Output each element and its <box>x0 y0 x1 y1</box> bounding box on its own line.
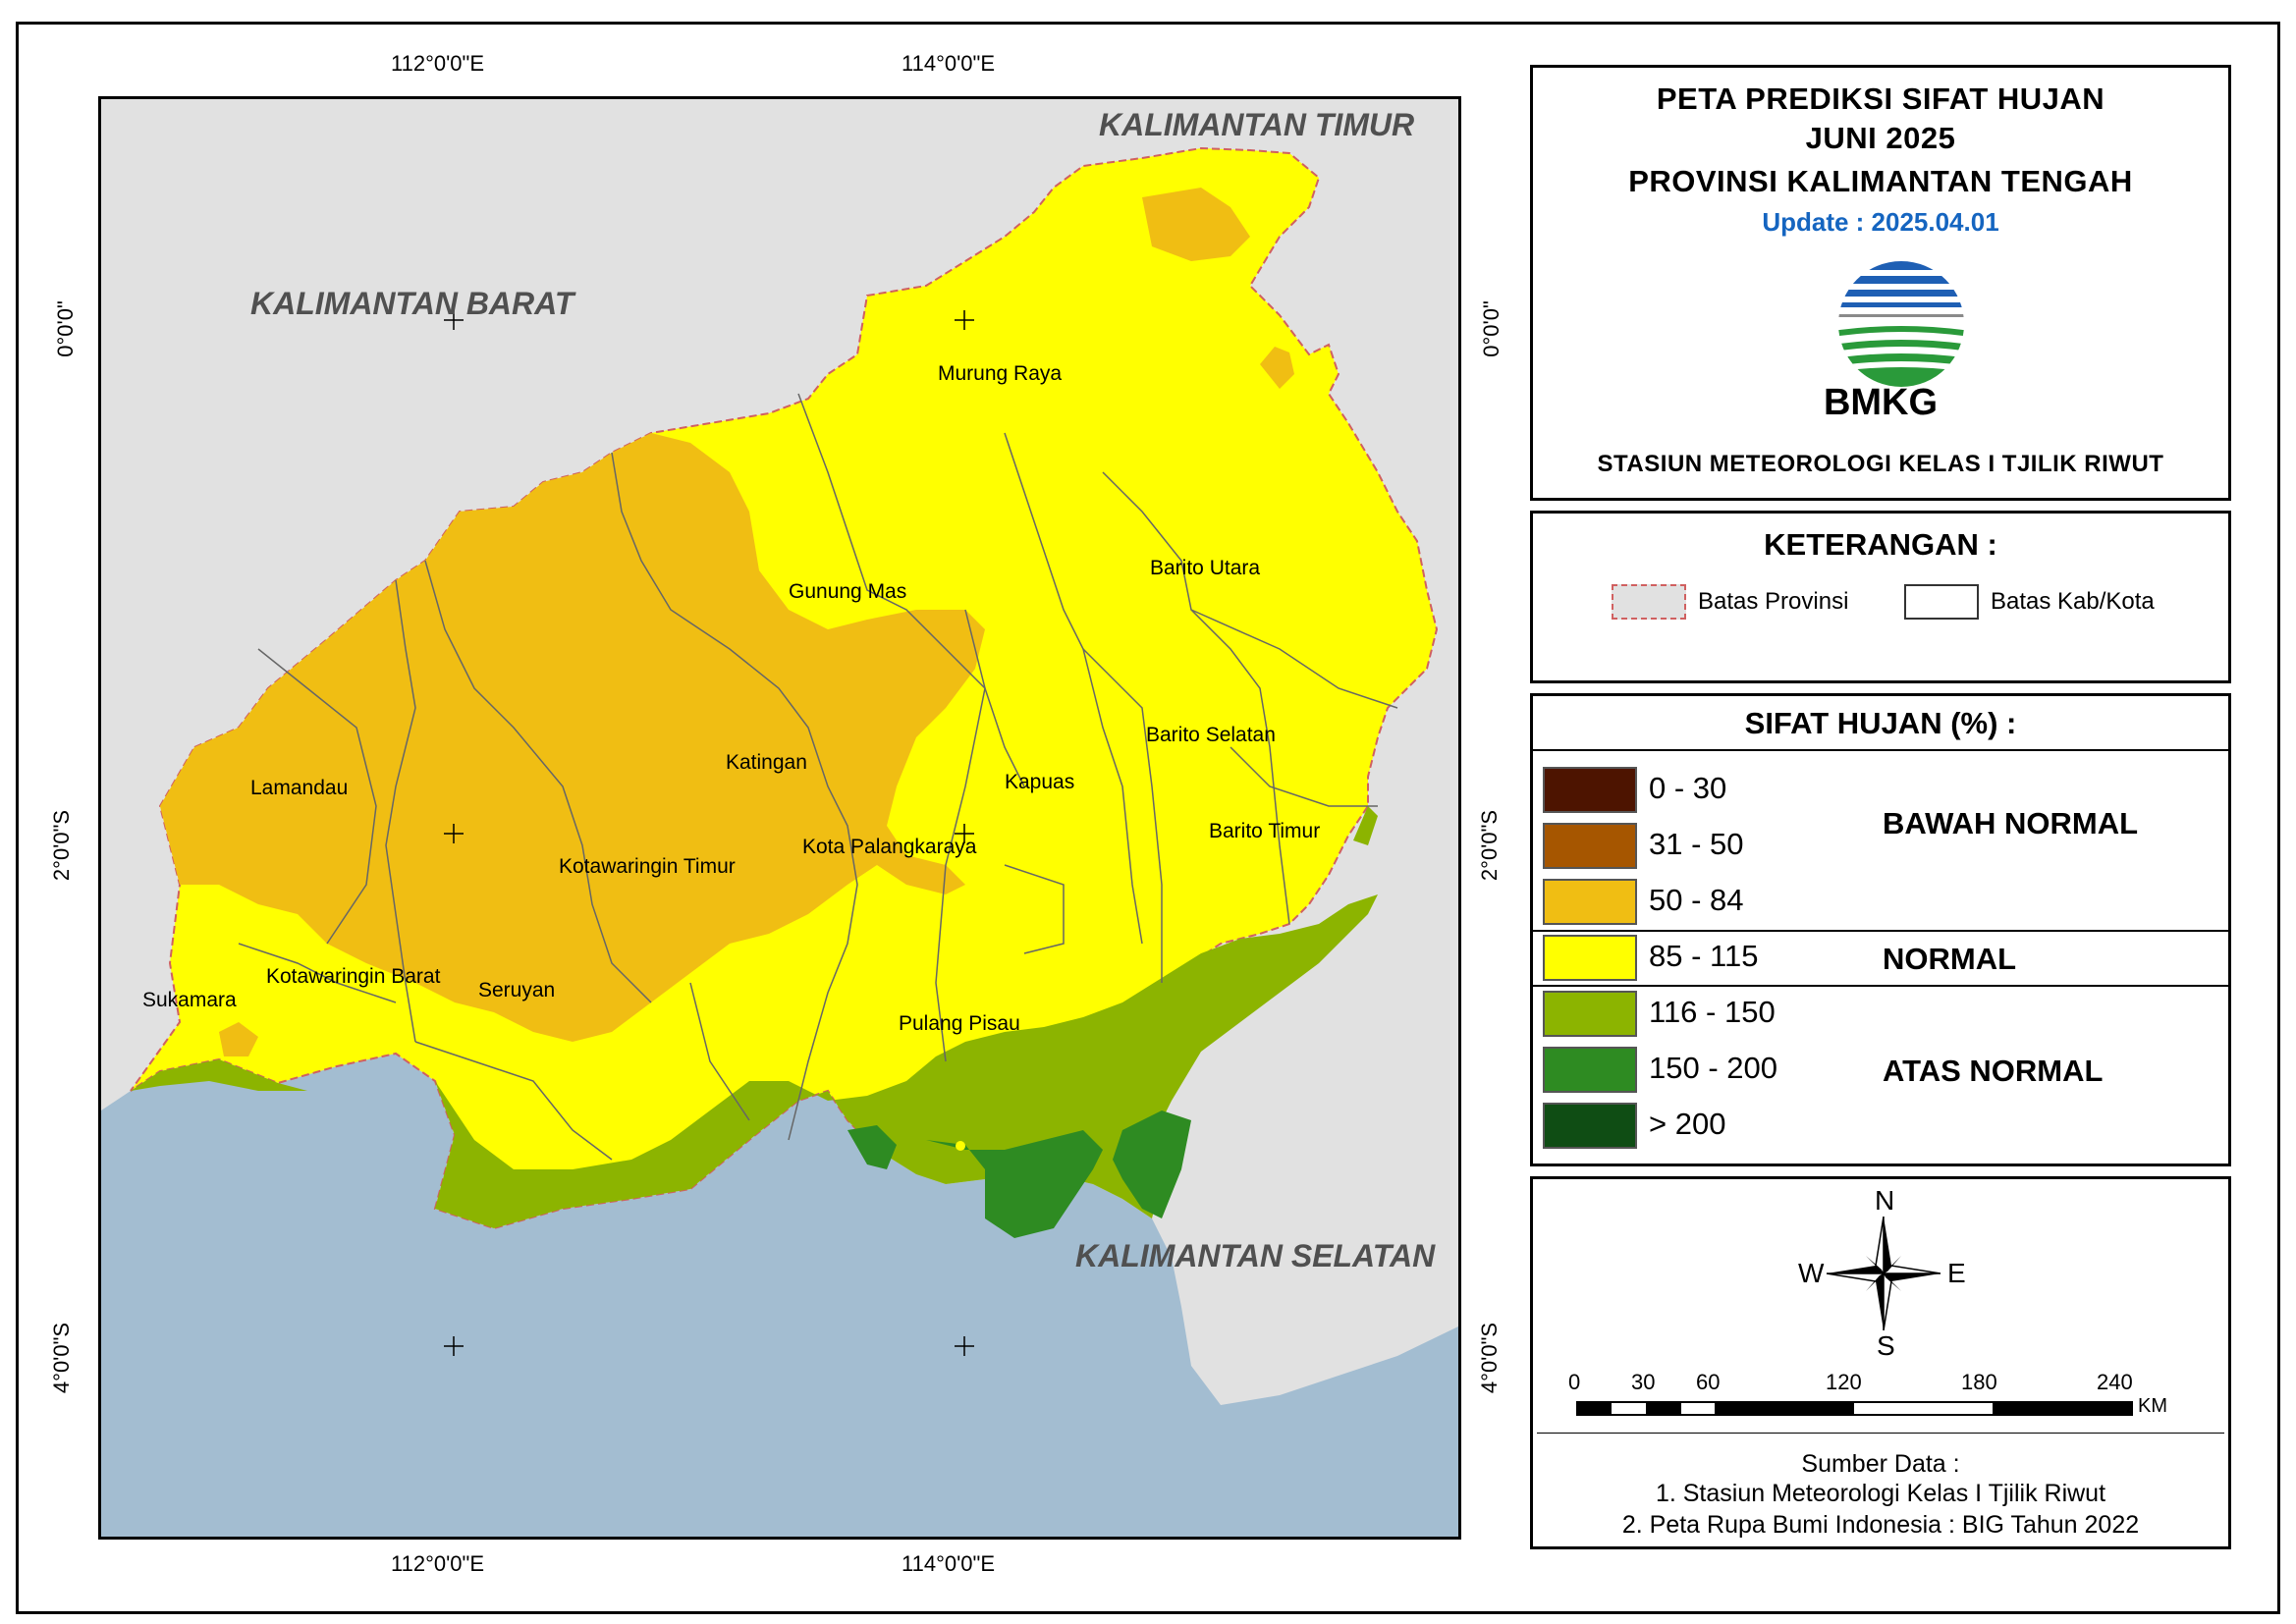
label-31-50: 31 - 50 <box>1649 827 1744 861</box>
title-line-3: PROVINSI KALIMANTAN TENGAH <box>1628 164 2133 198</box>
title-line-2: JUNI 2025 <box>1805 121 1956 155</box>
district-boundary-label: Batas Kab/Kota <box>1991 588 2155 615</box>
legend-panel: KETERANGAN : Batas Provinsi Batas Kab/Ko… <box>1530 511 2231 683</box>
swatch-85-115 <box>1543 935 1637 981</box>
map-frame[interactable]: KALIMANTAN TIMUR KALIMANTAN BARAT KALIMA… <box>98 96 1461 1540</box>
scale-tick-120: 120 <box>1826 1370 1862 1394</box>
scale-unit: KM <box>2138 1395 2167 1417</box>
bmkg-logo <box>1838 261 1964 387</box>
compass-scale-panel: N S E W 0 30 60 120 180 240 KM Sumber Da… <box>1530 1176 2231 1549</box>
coord-right-0: 0°0'0" <box>1479 300 1503 357</box>
label-barito-utara: Barito Utara <box>1150 557 1261 579</box>
rainfall-heading: SIFAT HUJAN (%) : <box>1744 706 2017 740</box>
source-item-2: 2. Peta Rupa Bumi Indonesia : BIG Tahun … <box>1621 1511 2140 1539</box>
zone-below-normal-west <box>160 433 985 1042</box>
label-85-115: 85 - 115 <box>1649 939 1759 973</box>
legend-heading: KETERANGAN : <box>1764 527 1997 562</box>
coord-top-112: 112°0'0"E <box>391 51 485 76</box>
label-gt-200: > 200 <box>1649 1107 1726 1141</box>
agency-name: BMKG <box>1823 382 1939 423</box>
coord-left-0: 0°0'0" <box>53 300 78 357</box>
rainfall-legend-panel: SIFAT HUJAN (%) : 0 - 30 31 - 50 50 - 84… <box>1530 693 2231 1166</box>
compass-w: W <box>1798 1258 1825 1288</box>
title-line-1: PETA PREDIKSI SIFAT HUJAN <box>1656 81 2105 116</box>
scale-tick-30: 30 <box>1631 1370 1656 1394</box>
java-sea <box>101 1054 1458 1537</box>
swatch-116-150 <box>1543 991 1637 1037</box>
label-barito-timur: Barito Timur <box>1209 820 1321 842</box>
label-seruyan: Seruyan <box>478 979 556 1001</box>
swatch-50-84 <box>1543 879 1637 925</box>
coord-right-2s: 2°0'0"S <box>1477 809 1502 882</box>
rainfall-divider-1 <box>1533 930 2228 932</box>
compass-rose-icon <box>1826 1216 1941 1331</box>
label-lamandau: Lamandau <box>250 777 349 799</box>
label-kapuas: Kapuas <box>1005 771 1075 793</box>
source-heading: Sumber Data : <box>1801 1450 1960 1478</box>
scale-bar <box>1576 1401 2133 1416</box>
label-gunung-mas: Gunung Mas <box>789 580 907 603</box>
label-50-84: 50 - 84 <box>1649 883 1744 917</box>
coord-top-114: 114°0'0"E <box>902 51 996 76</box>
zone-150-200-a <box>926 1130 1103 1238</box>
source-item-1: 1. Stasiun Meteorologi Kelas I Tjilik Ri… <box>1655 1480 2106 1507</box>
scale-tick-0: 0 <box>1568 1370 1581 1394</box>
swatch-0-30 <box>1543 767 1637 813</box>
district-boundaries <box>238 393 1398 1161</box>
zone-below-normal-ne <box>1260 347 1294 389</box>
coord-right-4s: 4°0'0"S <box>1477 1322 1502 1394</box>
label-kota-palangkaraya: Kota Palangkaraya <box>802 836 977 858</box>
zone-above-normal-west <box>131 1059 307 1091</box>
swatch-150-200 <box>1543 1047 1637 1093</box>
coord-left-4s: 4°0'0"S <box>49 1322 74 1394</box>
province-boundary-label: Batas Provinsi <box>1698 588 1849 615</box>
compass-n: N <box>1875 1185 1895 1216</box>
swatch-31-50 <box>1543 823 1637 869</box>
zone-150-200-c <box>847 1125 897 1169</box>
label-kotawaringin-barat: Kotawaringin Barat <box>266 965 441 988</box>
category-above-normal: ATAS NORMAL <box>1883 1054 2104 1088</box>
category-normal: NORMAL <box>1883 942 2017 976</box>
source-divider <box>1537 1433 2224 1434</box>
label-kotawaringin-timur: Kotawaringin Timur <box>559 855 736 878</box>
label-sukamara: Sukamara <box>142 989 237 1011</box>
coord-bottom-112: 112°0'0"E <box>391 1551 485 1576</box>
zone-150-200-b <box>1113 1110 1191 1218</box>
title-panel: PETA PREDIKSI SIFAT HUJAN JUNI 2025 PROV… <box>1530 65 2231 501</box>
compass-s: S <box>1877 1330 1895 1361</box>
label-kalimantan-timur: KALIMANTAN TIMUR <box>1099 107 1415 142</box>
district-boundary-swatch <box>1904 584 1979 620</box>
scale-tick-180: 180 <box>1961 1370 1997 1394</box>
label-150-200: 150 - 200 <box>1649 1051 1777 1085</box>
graticule <box>444 310 974 1356</box>
zone-below-normal-sukamara <box>219 1022 258 1056</box>
swatch-gt-200 <box>1543 1103 1637 1149</box>
label-0-30: 0 - 30 <box>1649 771 1727 805</box>
coord-left-2s: 2°0'0"S <box>49 809 74 882</box>
label-kalimantan-barat: KALIMANTAN BARAT <box>250 286 574 321</box>
zone-below-normal-north <box>1142 188 1250 261</box>
label-murung-raya: Murung Raya <box>938 362 1063 385</box>
map-canvas <box>101 146 1458 1537</box>
label-pulang-pisau: Pulang Pisau <box>899 1012 1020 1035</box>
compass-e: E <box>1947 1258 1966 1288</box>
station-name: STASIUN METEOROLOGI KELAS I TJILIK RIWUT <box>1597 451 2164 477</box>
coord-bottom-114: 114°0'0"E <box>902 1551 996 1576</box>
province-boundary-swatch <box>1612 584 1686 620</box>
label-katingan: Katingan <box>726 751 807 774</box>
category-below-normal: BAWAH NORMAL <box>1883 806 2139 840</box>
rainfall-divider-top <box>1533 749 2228 751</box>
rainfall-divider-2 <box>1533 985 2228 987</box>
update-date: Update : 2025.04.01 <box>1762 207 1999 237</box>
label-kalimantan-selatan: KALIMANTAN SELATAN <box>1075 1238 1436 1273</box>
label-116-150: 116 - 150 <box>1649 995 1776 1029</box>
scale-tick-60: 60 <box>1696 1370 1721 1394</box>
zone-above-normal-east <box>1353 806 1378 845</box>
scale-tick-240: 240 <box>2097 1370 2133 1394</box>
map-layout-frame <box>16 22 2280 1614</box>
label-barito-selatan: Barito Selatan <box>1146 724 1276 746</box>
